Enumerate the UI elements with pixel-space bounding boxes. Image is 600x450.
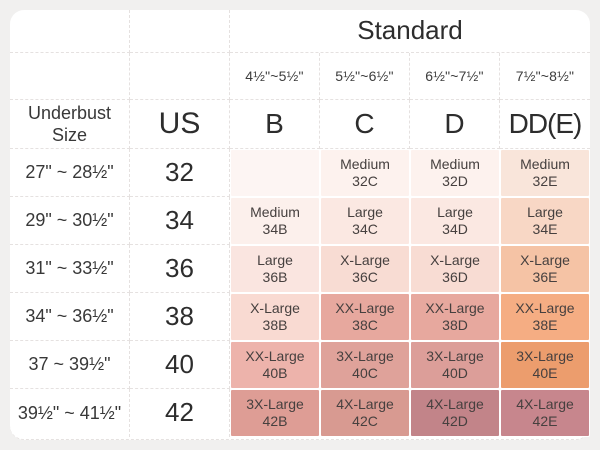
fit-label: Medium — [340, 156, 390, 172]
fit-label: 3X-Large — [516, 348, 574, 364]
fit-label: Medium — [430, 156, 480, 172]
size-cell-42b: 3X-Large 42B — [230, 389, 320, 437]
cup-range-d: 6½"~7½" — [410, 53, 500, 100]
size-cell-38c: XX-Large 38C — [320, 293, 410, 341]
us-band-size: 32 — [130, 149, 230, 197]
size-code: 40C — [352, 365, 378, 381]
fit-label: 3X-Large — [426, 348, 484, 364]
underbust-range: 29" ~ 30½" — [10, 197, 130, 245]
size-code: 38B — [262, 317, 288, 333]
size-cell-40c: 3X-Large 40C — [320, 341, 410, 389]
size-code: 42B — [262, 413, 288, 429]
blank-corner-cell — [10, 10, 130, 53]
underbust-range: 37 ~ 39½" — [10, 341, 130, 389]
size-code: 36B — [262, 269, 288, 285]
fit-label: XX-Large — [335, 300, 395, 316]
size-code: 40B — [262, 365, 288, 381]
size-cell-42e: 4X-Large 42E — [500, 389, 590, 437]
cup-range-c: 5½"~6½" — [320, 53, 410, 100]
size-code: 42D — [442, 413, 468, 429]
cup-range-dde: 7½"~8½" — [500, 53, 590, 100]
size-cell-42d: 4X-Large 42D — [410, 389, 500, 437]
size-cell-38e: XX-Large 38E — [500, 293, 590, 341]
size-code: 32C — [352, 173, 378, 189]
fit-label: 4X-Large — [336, 396, 394, 412]
underbust-range: 31" ~ 33½" — [10, 245, 130, 293]
fit-label: Large — [527, 204, 563, 220]
size-code: 42E — [532, 413, 558, 429]
cup-header-dde: DD(E) — [500, 100, 590, 149]
size-cell-38b: X-Large 38B — [230, 293, 320, 341]
fit-label: X-Large — [520, 252, 570, 268]
fit-label: 4X-Large — [516, 396, 574, 412]
fit-label: 4X-Large — [426, 396, 484, 412]
us-band-size: 42 — [130, 389, 230, 437]
size-code: 34D — [442, 221, 468, 237]
size-code: 34B — [262, 221, 288, 237]
fit-label: Medium — [250, 204, 300, 220]
size-cell-34e: Large 34E — [500, 197, 590, 245]
size-cell-36b: Large 36B — [230, 245, 320, 293]
size-code: 36E — [532, 269, 558, 285]
size-cell-34c: Large 34C — [320, 197, 410, 245]
size-code: 38C — [352, 317, 378, 333]
fit-label: XX-Large — [245, 348, 305, 364]
size-code: 34E — [532, 221, 558, 237]
fit-label: Large — [257, 252, 293, 268]
underbust-range: 27" ~ 28½" — [10, 149, 130, 197]
size-code: 32E — [532, 173, 558, 189]
standard-header: Standard — [230, 10, 590, 53]
blank-cell — [130, 10, 230, 53]
bra-size-chart: Standard 4½"~5½" 5½"~6½" 6½"~7½" 7½"~8½"… — [10, 10, 590, 440]
us-band-size: 38 — [130, 293, 230, 341]
size-code: 40D — [442, 365, 468, 381]
size-code: 42C — [352, 413, 378, 429]
size-code: 36D — [442, 269, 468, 285]
blank-cell — [130, 53, 230, 100]
us-band-size: 40 — [130, 341, 230, 389]
cup-range-b: 4½"~5½" — [230, 53, 320, 100]
fit-label: XX-Large — [515, 300, 575, 316]
size-cell-36e: X-Large 36E — [500, 245, 590, 293]
fit-label: 3X-Large — [336, 348, 394, 364]
size-cell-40b: XX-Large 40B — [230, 341, 320, 389]
size-cell-36c: X-Large 36C — [320, 245, 410, 293]
fit-label: Medium — [520, 156, 570, 172]
fit-label: Large — [437, 204, 473, 220]
underbust-range: 39½" ~ 41½" — [10, 389, 130, 437]
fit-label: X-Large — [430, 252, 480, 268]
size-cell-32b-empty — [230, 149, 320, 197]
size-code: 40E — [532, 365, 558, 381]
size-cell-32d: Medium 32D — [410, 149, 500, 197]
blank-cell — [10, 53, 130, 100]
size-cell-40d: 3X-Large 40D — [410, 341, 500, 389]
size-code: 36C — [352, 269, 378, 285]
size-code: 38D — [442, 317, 468, 333]
size-cell-42c: 4X-Large 42C — [320, 389, 410, 437]
us-band-size: 36 — [130, 245, 230, 293]
fit-label: X-Large — [250, 300, 300, 316]
cup-header-c: C — [320, 100, 410, 149]
size-cell-36d: X-Large 36D — [410, 245, 500, 293]
cup-header-b: B — [230, 100, 320, 149]
size-code: 34C — [352, 221, 378, 237]
size-cell-32e: Medium 32E — [500, 149, 590, 197]
fit-label: X-Large — [340, 252, 390, 268]
fit-label: XX-Large — [425, 300, 485, 316]
size-cell-34d: Large 34D — [410, 197, 500, 245]
fit-label: Large — [347, 204, 383, 220]
underbust-size-header: Underbust Size — [10, 100, 130, 149]
fit-label: 3X-Large — [246, 396, 304, 412]
size-cell-38d: XX-Large 38D — [410, 293, 500, 341]
size-cell-40e: 3X-Large 40E — [500, 341, 590, 389]
size-cell-34b: Medium 34B — [230, 197, 320, 245]
underbust-range: 34" ~ 36½" — [10, 293, 130, 341]
us-header: US — [130, 100, 230, 149]
cup-header-d: D — [410, 100, 500, 149]
size-code: 38E — [532, 317, 558, 333]
size-code: 32D — [442, 173, 468, 189]
size-cell-32c: Medium 32C — [320, 149, 410, 197]
us-band-size: 34 — [130, 197, 230, 245]
